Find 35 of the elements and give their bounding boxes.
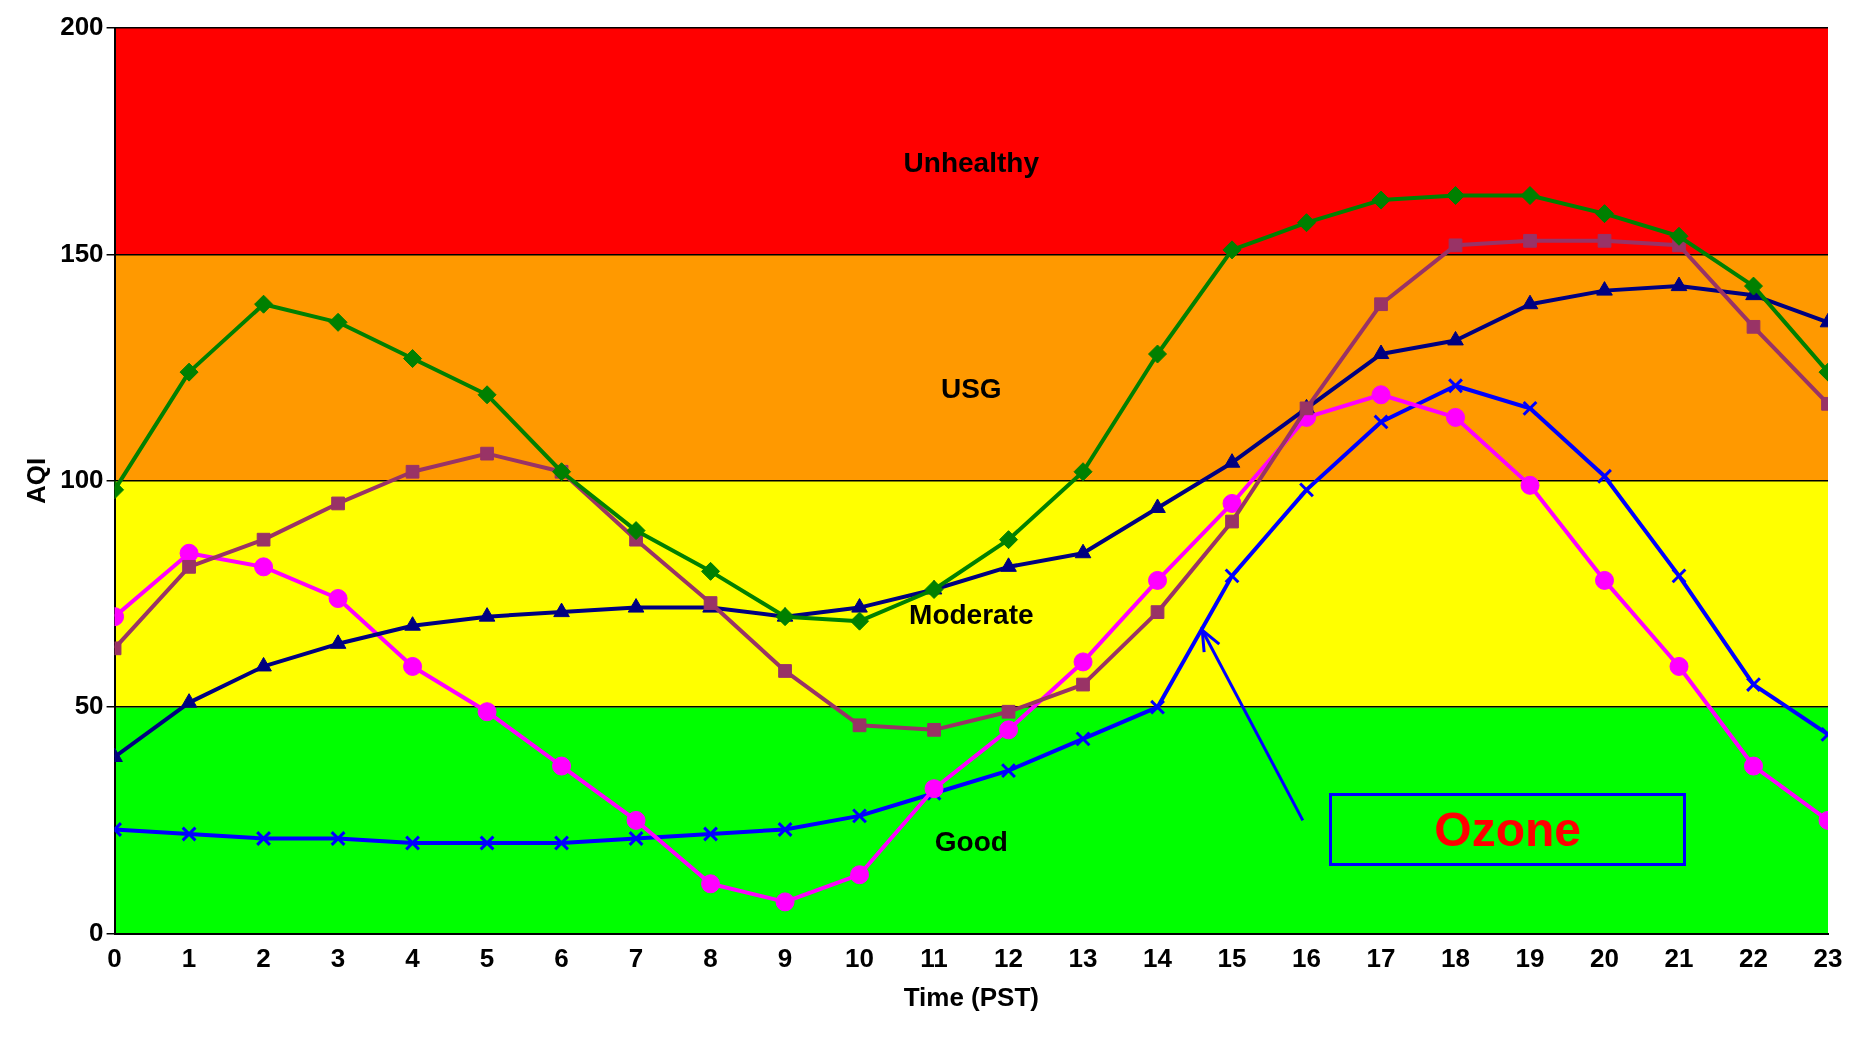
x-tick-label: 9 <box>777 943 793 974</box>
y-tick-label: 200 <box>60 11 104 42</box>
annotation: Ozone <box>1434 801 1581 857</box>
x-tick-label: 3 <box>330 943 346 974</box>
y-tick-label: 0 <box>89 916 104 947</box>
x-tick-label: 20 <box>1590 943 1619 974</box>
x-tick-label: 14 <box>1143 943 1173 974</box>
x-tick-label: 23 <box>1813 943 1843 974</box>
y-axis-title: AQI <box>20 457 51 504</box>
band-label: Unhealthy <box>903 146 1040 178</box>
band-label: Moderate <box>909 599 1034 631</box>
x-tick-label: 7 <box>628 943 644 974</box>
x-axis-title: Time (PST) <box>903 981 1039 1012</box>
x-tick-label: 12 <box>994 943 1023 974</box>
x-tick-label: 6 <box>554 943 569 974</box>
x-tick-label: 10 <box>845 943 875 974</box>
y-tick-label: 50 <box>74 690 104 721</box>
x-tick-label: 18 <box>1441 943 1470 974</box>
y-tick-label: 150 <box>60 237 104 268</box>
x-tick-label: 2 <box>256 943 271 974</box>
x-tick-label: 17 <box>1366 943 1396 974</box>
x-tick-label: 13 <box>1068 943 1098 974</box>
band-label: USG <box>940 372 1002 404</box>
x-tick-label: 11 <box>920 943 948 974</box>
x-tick-label: 15 <box>1217 943 1247 974</box>
x-tick-label: 1 <box>181 943 197 974</box>
x-tick-label: 4 <box>405 943 421 974</box>
x-tick-label: 19 <box>1515 943 1545 974</box>
y-tick-label: 100 <box>60 463 104 494</box>
x-tick-label: 8 <box>703 943 718 974</box>
x-tick-label: 21 <box>1664 943 1694 974</box>
band-label: Good <box>934 825 1008 857</box>
x-tick-label: 5 <box>479 943 495 974</box>
x-tick-label: 22 <box>1739 943 1768 974</box>
x-tick-label: 16 <box>1292 943 1321 974</box>
